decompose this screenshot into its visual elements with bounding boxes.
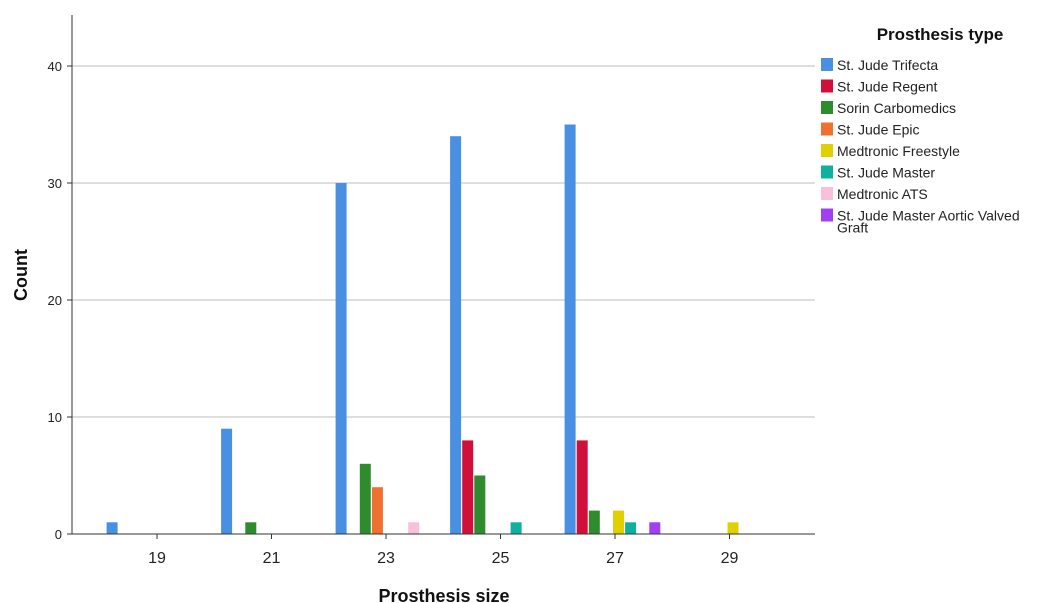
bars (106, 124, 739, 534)
x-tick-label: 29 (721, 550, 739, 567)
x-tick-label: 25 (492, 550, 510, 567)
y-tick-label: 40 (48, 59, 62, 74)
legend-label: St. Jude Master (837, 165, 935, 181)
bar (576, 440, 588, 534)
legend-title: Prosthesis type (877, 25, 1004, 44)
y-axis-title: Count (11, 249, 31, 301)
y-tick-label: 0 (55, 527, 62, 542)
legend-swatch (821, 122, 833, 136)
legend-label: Medtronic ATS (837, 186, 928, 202)
x-tick-label: 21 (263, 550, 281, 567)
legend-item: Medtronic ATS (821, 186, 928, 202)
y-tick-label: 10 (48, 410, 62, 425)
y-tick-label: 30 (48, 176, 62, 191)
legend-item: Medtronic Freestyle (821, 143, 960, 159)
axes (71, 15, 815, 535)
bar (450, 136, 462, 534)
gridlines (72, 65, 815, 418)
legend-label: Medtronic Freestyle (837, 143, 960, 159)
bar (625, 522, 637, 534)
y-ticks: 0 10 20 30 40 (48, 59, 72, 542)
legend-items: St. Jude Trifecta St. Jude Regent Sorin Ca… (821, 57, 1020, 236)
bar (359, 463, 371, 534)
bar (474, 475, 486, 534)
legend-item: St. Jude Trifecta (821, 57, 938, 73)
legend-swatch (821, 208, 833, 222)
legend-item: St. Jude Regent (821, 79, 938, 95)
bar (221, 428, 233, 534)
bar (245, 522, 257, 534)
legend-item: St. Jude Master (821, 165, 935, 181)
y-tick-label: 20 (48, 293, 62, 308)
bar (613, 510, 624, 534)
legend-label: St. Jude Master Aortic Valved (837, 208, 1020, 224)
x-ticks: 19 21 23 25 27 29 (148, 534, 739, 567)
legend-label: Sorin Carbomedics (837, 100, 956, 116)
bar (335, 183, 347, 534)
bar (727, 522, 739, 534)
x-tick-label: 23 (377, 550, 395, 567)
bar (106, 522, 118, 534)
legend-swatch (821, 165, 833, 179)
legend-item: St. Jude Epic (821, 122, 920, 138)
bar (462, 440, 474, 534)
legend-label: St. Jude Trifecta (837, 57, 938, 73)
bar (408, 522, 420, 534)
bar (510, 522, 522, 534)
bar (588, 510, 600, 534)
legend-swatch (821, 58, 833, 71)
legend-label: St. Jude Epic (837, 122, 920, 138)
legend-item: Sorin Carbomedics (821, 100, 956, 116)
legend-swatch (821, 144, 833, 157)
x-tick-label: 19 (148, 550, 166, 567)
bar (564, 124, 576, 534)
x-tick-label: 27 (606, 550, 624, 567)
legend-label: St. Jude Regent (837, 79, 938, 95)
bar (371, 487, 383, 534)
bar (649, 522, 661, 534)
legend-swatch (821, 187, 833, 200)
legend-swatch (821, 101, 833, 114)
x-axis-title: Prosthesis size (378, 586, 509, 603)
legend-label: Graft (837, 220, 868, 236)
legend-swatch (821, 79, 833, 93)
